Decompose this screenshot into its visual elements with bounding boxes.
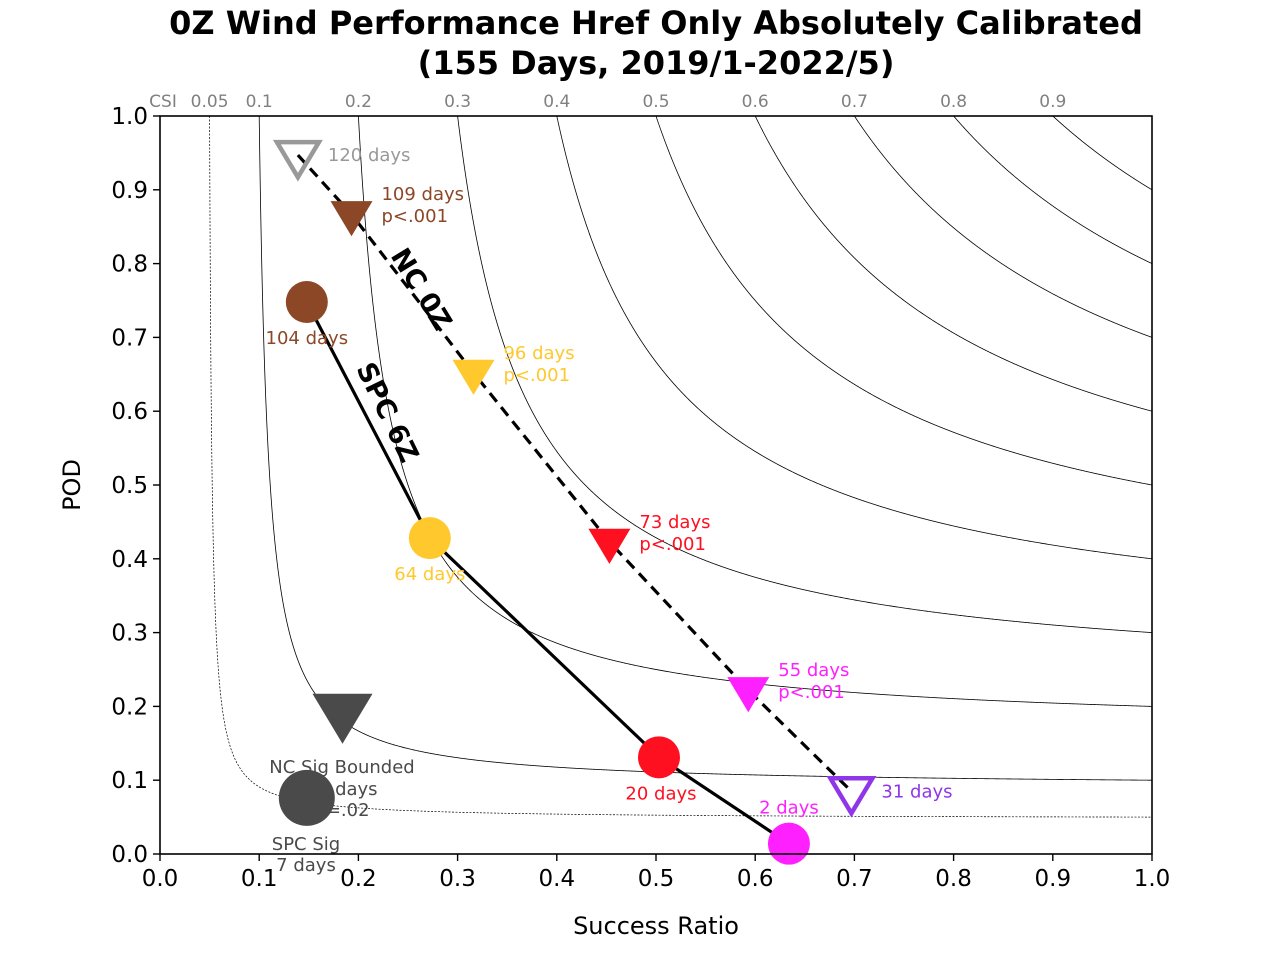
series-lines xyxy=(296,154,853,846)
marker-spc-6z-64-days xyxy=(408,517,451,560)
marker-spc-6z-2-days xyxy=(767,822,810,865)
marker-spc-sig xyxy=(278,769,335,826)
y-tick-label: 0.7 xyxy=(111,325,148,351)
csi-contour-0-7 xyxy=(854,116,1152,338)
csi-level-label-0-1: 0.1 xyxy=(246,92,273,112)
series-line-spc-6z xyxy=(305,301,790,846)
x-tick-label: 0.1 xyxy=(241,866,278,892)
annotation-nc-0z-55-days: 55 days xyxy=(778,660,849,681)
y-axis: 0.0 0.1 0.2 0.3 0.4 0.5 0.6 0.7 0.8 0.9 1.0 xyxy=(111,104,160,868)
annotation-nc-0z-73-days: 73 days xyxy=(639,512,710,533)
y-tick-label: 0.4 xyxy=(111,547,148,573)
annotation-nc-0z-120-days: 120 days xyxy=(328,145,411,166)
x-tick-label: 0.3 xyxy=(439,866,476,892)
x-tick-label: 0.7 xyxy=(836,866,873,892)
csi-level-label-0-8: 0.8 xyxy=(940,92,967,112)
csi-level-label-0-2: 0.2 xyxy=(345,92,372,112)
csi-contour-0-6 xyxy=(754,116,1152,412)
marker-spc-6z-104-days xyxy=(285,280,328,323)
csi-level-label-0-4: 0.4 xyxy=(543,92,570,112)
x-tick-label: 0.8 xyxy=(935,866,972,892)
marker-nc-0z-55-days xyxy=(727,677,770,713)
y-axis-label: POD xyxy=(58,459,86,511)
annotation-spc-sig-days: 7 days xyxy=(276,855,336,876)
csi-level-label-0-9: 0.9 xyxy=(1039,92,1066,112)
csi-level-label-0-5: 0.5 xyxy=(642,92,669,112)
csi-labels: 0.05 0.1 0.2 0.3 0.4 0.5 0.6 0.7 0.8 0.9 CSI xyxy=(149,92,1066,112)
csi-contour-0-3 xyxy=(457,116,1152,633)
csi-contour-0-9 xyxy=(1052,116,1152,191)
y-tick-label: 0.3 xyxy=(111,621,148,647)
annotation-nc-sig-name: NC Sig Bounded xyxy=(269,757,414,778)
csi-level-label-0-3: 0.3 xyxy=(444,92,471,112)
y-tick-label: 0.0 xyxy=(111,842,148,868)
csi-contours xyxy=(209,116,1152,818)
csi-contour-0-2 xyxy=(358,116,1152,707)
y-tick-label: 0.9 xyxy=(111,178,148,204)
x-tick-label: 0.6 xyxy=(737,866,774,892)
y-tick-label: 0.1 xyxy=(111,768,148,794)
annotation-nc-0z-109-days: 109 days xyxy=(381,184,464,205)
y-tick-label: 0.6 xyxy=(111,399,148,425)
chart-title-line-1: 0Z Wind Performance Href Only Absolutely… xyxy=(169,4,1143,42)
chart-title-line-2: (155 Days, 2019/1-2022/5) xyxy=(418,44,895,82)
annotation-spc-6z-64-days: 64 days xyxy=(394,564,465,585)
annotations: 104 days 64 days 20 days 2 days 120 days 109 … xyxy=(266,145,953,876)
marker-nc-sig-bounded xyxy=(312,693,373,744)
marker-nc-0z-73-days xyxy=(588,528,631,564)
marker-nc-0z-109-days xyxy=(330,201,373,237)
annotation-spc-6z-2-days: 2 days xyxy=(759,798,819,819)
annotation-nc-sig-days: 31 days xyxy=(306,779,377,800)
csi-level-label-0-05: 0.05 xyxy=(191,92,229,112)
series-label-nc-0z: NC 0Z xyxy=(384,243,458,336)
annotation-nc-0z-73-days-pvalue: p<.001 xyxy=(639,534,706,555)
csi-level-label-0-6: 0.6 xyxy=(742,92,769,112)
x-tick-label: 0.9 xyxy=(1035,866,1072,892)
annotation-nc-0z-96-days: 96 days xyxy=(503,343,574,364)
csi-axis-label: CSI xyxy=(149,92,177,112)
x-tick-label: 1.0 xyxy=(1134,866,1171,892)
x-tick-label: 0.0 xyxy=(142,866,179,892)
marker-nc-0z-120-days xyxy=(272,139,323,182)
series-label-spc-6z: SPC 6Z xyxy=(350,358,425,468)
annotation-nc-sig-pvalue: p=.02 xyxy=(314,800,369,821)
annotation-spc-6z-104-days: 104 days xyxy=(266,328,349,349)
annotation-nc-0z-31-days: 31 days xyxy=(881,781,952,802)
annotation-nc-0z-96-days-pvalue: p<.001 xyxy=(503,365,570,386)
y-tick-label: 0.5 xyxy=(111,473,148,499)
series-line-nc-0z xyxy=(296,154,853,793)
marker-nc-0z-96-days xyxy=(452,359,495,395)
markers xyxy=(272,139,877,865)
marker-spc-6z-20-days xyxy=(637,736,680,779)
annotation-spc-sig-name: SPC Sig xyxy=(272,834,340,855)
annotation-nc-0z-109-days-pvalue: p<.001 xyxy=(381,206,448,227)
csi-contour-0-5 xyxy=(655,116,1152,486)
csi-contour-0-8 xyxy=(953,116,1152,264)
csi-contour-0-4 xyxy=(556,116,1152,560)
annotation-spc-6z-20-days: 20 days xyxy=(625,783,696,804)
marker-nc-0z-31-days xyxy=(826,776,877,818)
annotation-nc-0z-55-days-pvalue: p<.001 xyxy=(778,682,845,703)
csi-contour-0-05 xyxy=(209,116,1152,818)
x-tick-label: 0.5 xyxy=(638,866,675,892)
x-axis-label: Success Ratio xyxy=(573,912,739,940)
x-tick-label: 0.2 xyxy=(340,866,377,892)
y-tick-label: 0.8 xyxy=(111,252,148,278)
y-tick-label: 0.2 xyxy=(111,694,148,720)
x-axis: 0.0 0.1 0.2 0.3 0.4 0.5 0.6 0.7 0.8 0.9 1.0 xyxy=(142,854,1171,892)
y-tick-label: 1.0 xyxy=(111,104,148,130)
x-tick-label: 0.4 xyxy=(539,866,576,892)
csi-level-label-0-7: 0.7 xyxy=(841,92,868,112)
